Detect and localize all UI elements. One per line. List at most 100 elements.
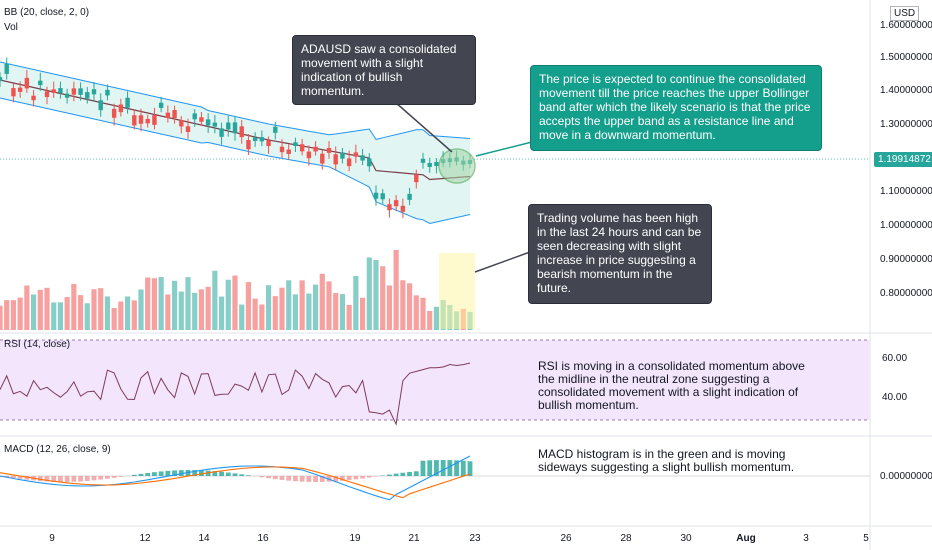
macd-histogram-bar — [272, 476, 278, 480]
macd-histogram-bar — [11, 476, 16, 478]
volume-bar — [252, 298, 258, 330]
rsi-line — [0, 362, 471, 426]
candle-body — [239, 126, 244, 138]
date-tick: 16 — [257, 533, 269, 544]
chart-overlays — [394, 101, 533, 273]
volume-bar — [0, 305, 3, 330]
volume-bar — [205, 286, 211, 330]
candle-body — [293, 142, 298, 147]
volume-bar — [286, 280, 292, 330]
consolidation-connector — [394, 101, 453, 153]
candle-body — [306, 151, 312, 159]
volume-bar — [71, 284, 77, 330]
price-tick: 1.30000000 — [880, 119, 932, 130]
volume-bar — [380, 266, 386, 330]
volume-bar — [366, 257, 372, 330]
candle-body — [51, 89, 56, 93]
candle-body — [299, 144, 305, 152]
macd-histogram-bar — [440, 460, 446, 476]
macd-histogram-bar — [353, 476, 359, 480]
volume-bar — [57, 302, 64, 330]
volume-bar — [192, 292, 198, 330]
candle-body — [266, 140, 271, 147]
candle-body — [24, 77, 30, 89]
rsi-indicator-label[interactable]: RSI (14, close) — [4, 339, 71, 350]
volume-bar — [4, 300, 10, 330]
volume-indicator-label[interactable]: Vol — [4, 22, 18, 33]
macd-histogram-bar — [346, 476, 352, 481]
volume-bar — [17, 297, 23, 330]
macd-histogram-bar — [246, 475, 251, 476]
volume-bar — [178, 291, 184, 330]
date-tick: 23 — [469, 533, 481, 544]
candle-body — [246, 140, 251, 150]
candle-body — [212, 122, 218, 127]
macd-histogram-bar — [259, 476, 265, 478]
candle-body — [158, 102, 164, 108]
price-tick: 1.10000000 — [880, 186, 932, 197]
macd-line — [0, 455, 471, 501]
price-tick: 0.80000000 — [880, 288, 932, 299]
macd-indicator-label[interactable]: MACD (12, 26, close, 9) — [4, 444, 111, 455]
volume-bar — [225, 279, 231, 330]
candle-body — [333, 154, 338, 165]
macd-histogram-bar — [71, 476, 77, 482]
candle-body — [4, 63, 9, 74]
candle-body — [111, 108, 117, 118]
macd-histogram-bar — [4, 476, 10, 477]
candle-body — [286, 149, 291, 154]
bb-indicator-label[interactable]: BB (20, close, 2, 0) — [4, 7, 90, 18]
candle-body — [31, 95, 36, 101]
macd-histogram-bar — [447, 460, 453, 476]
currency-badge[interactable]: USD — [890, 6, 920, 21]
candle-body — [185, 126, 191, 133]
macd-histogram-bar — [199, 470, 204, 476]
volume-bar — [400, 280, 406, 330]
candle-body — [326, 148, 332, 153]
volume-bar — [353, 275, 359, 330]
volume-bars — [0, 250, 475, 330]
macd-note[interactable]: MACD histogram is in the green and is mo… — [538, 447, 795, 474]
candle-body — [179, 120, 184, 127]
volume-bar — [420, 297, 426, 330]
volume-bar — [44, 287, 50, 330]
bollinger-note[interactable]: The price is expected to continue the co… — [530, 65, 822, 151]
price-tick: 1.60000000 — [880, 20, 932, 31]
volume-bar — [138, 289, 144, 330]
macd-histogram-bar — [105, 476, 110, 479]
volume-bar — [306, 293, 312, 330]
price-tick: 1.00000000 — [880, 220, 932, 231]
macd-histogram-bar — [400, 472, 406, 476]
macd-histogram-bar — [58, 476, 63, 482]
candle-body — [360, 155, 365, 161]
current-price-tag: 1.19914872 — [874, 152, 932, 167]
macd-histogram-bar — [467, 461, 473, 476]
candle-body — [279, 146, 285, 153]
candle-body — [118, 104, 124, 113]
macd-plot — [0, 455, 870, 501]
macd-histogram-bar — [454, 460, 459, 476]
candle-body — [320, 153, 325, 164]
macd-histogram-bar — [111, 476, 117, 478]
macd-histogram-bar — [172, 470, 177, 476]
candle-body — [145, 118, 150, 124]
signal-line — [0, 466, 471, 499]
volume-bar — [145, 277, 151, 330]
rsi-note[interactable]: RSI is moving in a consolidated momentum… — [538, 359, 805, 412]
candle-body — [380, 193, 385, 200]
macd-histogram-bar — [340, 476, 345, 481]
candle-body — [91, 89, 97, 95]
macd-histogram-bar — [51, 476, 57, 482]
volume-bar — [185, 277, 191, 330]
consolidation-note[interactable]: ADAUSD saw a consolidated movement with … — [292, 35, 476, 105]
candle-body — [105, 89, 110, 96]
macd-histogram-bar — [427, 460, 433, 476]
volume-bar — [427, 310, 433, 330]
bb-lower-band — [0, 97, 471, 225]
macd-histogram-bar — [239, 474, 245, 476]
macd-histogram-bar — [293, 476, 298, 482]
volume-note[interactable]: Trading volume has been high in the last… — [528, 204, 712, 304]
candle-body — [313, 146, 318, 152]
volume-bar — [386, 285, 393, 330]
